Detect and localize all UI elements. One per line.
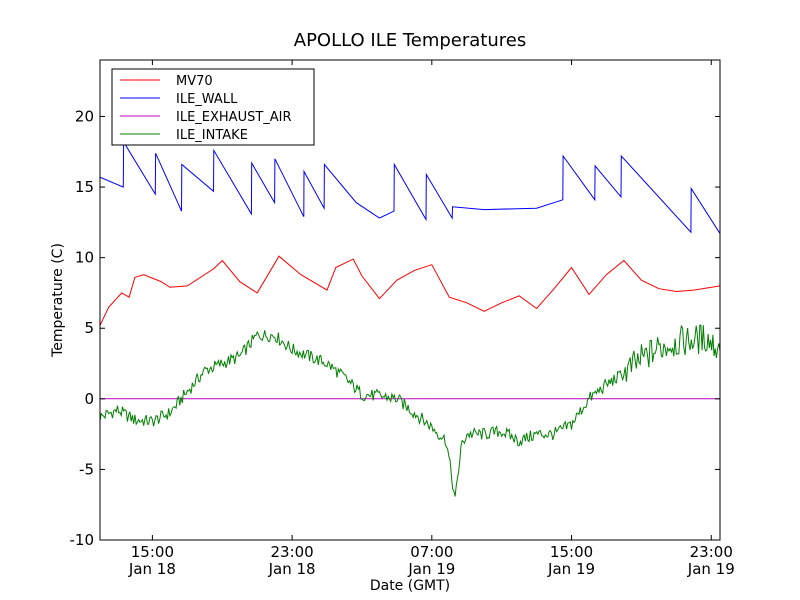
series-line-ile-intake [100, 324, 720, 497]
x-tick-date-label: Jan 19 [687, 560, 735, 578]
y-tick-label: 5 [84, 319, 94, 337]
y-tick-label: 10 [75, 249, 94, 267]
y-tick-label: 0 [84, 390, 94, 408]
x-axis-label: Date (GMT) [370, 578, 450, 594]
x-tick-time-label: 07:00 [410, 543, 453, 561]
y-tick-label: -5 [79, 460, 94, 478]
y-axis-label: Temperature (C) [50, 243, 66, 358]
x-tick-time-label: 15:00 [131, 543, 174, 561]
x-tick-time-label: 23:00 [270, 543, 313, 561]
legend-label: ILE_EXHAUST_AIR [176, 110, 292, 125]
legend-label: MV70 [176, 74, 213, 89]
y-tick-label: 15 [75, 178, 94, 196]
series-line-ile-wall [100, 140, 720, 234]
x-tick-time-label: 15:00 [550, 543, 593, 561]
x-tick-date-label: Jan 19 [547, 560, 595, 578]
y-tick-label: -10 [70, 531, 95, 549]
series-layer [100, 140, 720, 497]
y-axis: -10 -5 0 5 10 15 20 [70, 107, 720, 549]
legend-label: ILE_WALL [176, 92, 238, 107]
series-line-mv70 [100, 255, 720, 326]
chart-title: APOLLO ILE Temperatures [294, 30, 526, 51]
plot-frame [99, 59, 721, 541]
y-tick-label: 20 [75, 107, 94, 125]
legend: MV70 ILE_WALL ILE_EXHAUST_AIR ILE_INTAKE [111, 68, 315, 146]
legend-label: ILE_INTAKE [176, 128, 248, 143]
x-tick-date-label: Jan 18 [268, 560, 316, 578]
legend-frame [111, 68, 315, 146]
x-tick-time-label: 23:00 [690, 543, 733, 561]
x-tick-date-label: Jan 18 [128, 560, 176, 578]
x-tick-date-label: Jan 19 [407, 560, 455, 578]
